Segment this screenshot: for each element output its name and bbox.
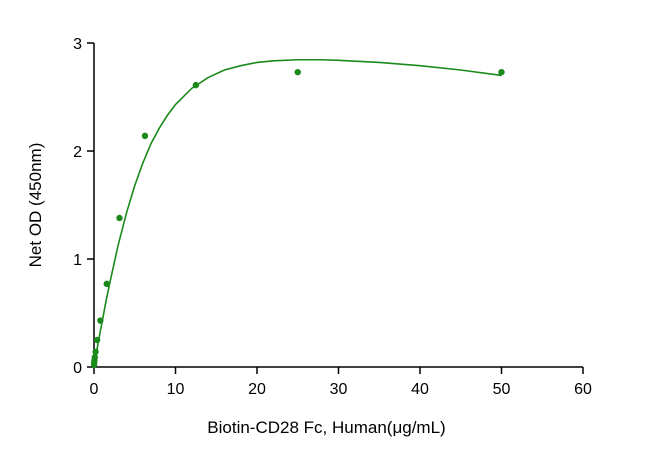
y-axis-label: Net OD (450nm) xyxy=(26,143,45,268)
x-tick-label: 10 xyxy=(167,381,185,398)
x-axis-label: Biotin-CD28 Fc, Human(μg/mL) xyxy=(207,418,445,437)
data-point xyxy=(91,354,98,361)
y-tick-label: 3 xyxy=(73,36,82,53)
y-tick-label: 2 xyxy=(73,144,82,161)
data-point xyxy=(116,214,123,222)
y-tick-label: 0 xyxy=(73,360,82,377)
data-point xyxy=(498,68,505,76)
data-point xyxy=(141,132,149,140)
x-tick-label: 0 xyxy=(90,381,99,398)
x-tick-label: 50 xyxy=(493,381,511,398)
data-point xyxy=(92,348,99,356)
x-tick-label: 60 xyxy=(574,381,592,398)
fit-curve-line xyxy=(93,58,502,368)
x-tick-label: 40 xyxy=(411,381,429,398)
x-tick-label: 20 xyxy=(248,381,266,398)
data-point xyxy=(97,317,104,324)
data-point xyxy=(93,336,101,344)
data-point xyxy=(192,81,200,89)
x-tick-label: 30 xyxy=(330,381,348,398)
data-point xyxy=(103,280,110,288)
data-point xyxy=(294,68,301,76)
y-tick-label: 1 xyxy=(73,252,82,269)
